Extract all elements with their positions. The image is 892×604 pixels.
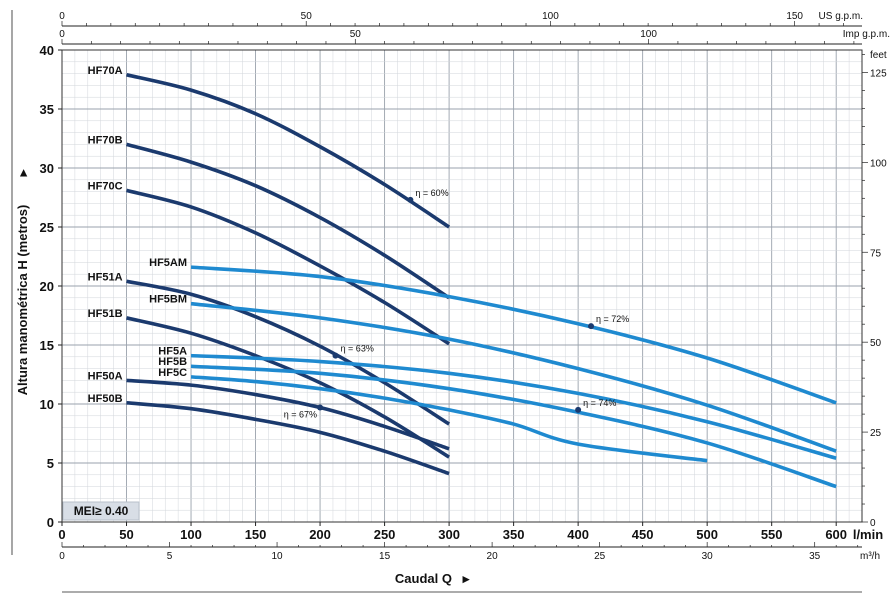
m3h-tick-label: 0 (59, 551, 65, 562)
series-label-hf5c: HF5C (158, 367, 187, 379)
usgpm-tick-label: 0 (59, 11, 65, 22)
series-label-hf70b: HF70B (88, 134, 123, 146)
series-curve-hf70b (126, 142, 451, 300)
x-tick-label: 450 (632, 527, 654, 542)
efficiency-label: η = 72% (596, 314, 629, 324)
impgpm-tick-label: 0 (59, 29, 65, 40)
x-tick-label: 300 (438, 527, 460, 542)
series-label-hf50b: HF50B (88, 393, 123, 405)
x-unit-label: l/min (853, 527, 883, 542)
axes-layer: 0 50 100 150 200 250 300 350 400 450 500 550 600 l/mi… (11, 10, 890, 593)
series-label-hf5bm: HF5BM (149, 294, 187, 306)
label-layer: HF70A HF70B HF70C HF51A HF51B HF50A HF50B HF5AM… (88, 65, 630, 420)
feet-tick-label: 50 (870, 338, 882, 349)
series-curve-hf5c (190, 375, 708, 463)
usgpm-tick-label: 50 (301, 11, 313, 22)
x-axis-title: Caudal Q ▸ (395, 571, 471, 586)
m3h-tick-label: 15 (379, 551, 391, 562)
series-curve-hf50a (126, 378, 450, 451)
x-tick-label: 350 (503, 527, 525, 542)
m3h-tick-label: 35 (809, 551, 821, 562)
series-label-hf5am: HF5AM (149, 257, 187, 269)
y-axis-title-text: Altura manométrica H (metros) (15, 205, 30, 396)
series-curve-hf70a (126, 73, 451, 229)
feet-tick-label: 0 (870, 518, 876, 529)
efficiency-dot (588, 323, 595, 330)
series-layer (126, 73, 837, 489)
series-label-hf51a: HF51A (88, 271, 123, 283)
series-curve-hf5am (190, 265, 837, 405)
feet-tick-label: 125 (870, 68, 887, 79)
series-label-hf70c: HF70C (88, 180, 123, 192)
impgpm-tick-label: 50 (350, 29, 362, 40)
series-label-hf51b: HF51B (88, 308, 123, 320)
series-label-hf50a: HF50A (88, 370, 123, 382)
feet-tick-label: 25 (870, 428, 882, 439)
impgpm-unit-label: Imp g.p.m. (843, 29, 890, 40)
y-tick-label: 40 (40, 43, 54, 58)
usgpm-tick-label: 100 (542, 11, 559, 22)
efficiency-label: η = 60% (415, 188, 448, 198)
mei-badge: MEI≥ 0.40 (62, 501, 140, 521)
series-curve-hf50b (126, 401, 450, 476)
efficiency-dot (317, 404, 324, 411)
efficiency-dot (575, 406, 582, 413)
mei-badge-text: MEI≥ 0.40 (74, 504, 129, 518)
impgpm-tick-label: 100 (640, 29, 657, 40)
x-tick-label: 250 (374, 527, 396, 542)
feet-unit-label: feet (870, 50, 887, 61)
y-tick-label: 15 (40, 338, 54, 353)
series-curve-hf51a (126, 279, 451, 426)
series-label-hf5a: HF5A (158, 346, 187, 358)
usgpm-tick-label: 150 (786, 11, 803, 22)
series-label-hf5b: HF5B (158, 356, 187, 368)
m3h-tick-label: 5 (167, 551, 173, 562)
m3h-unit-label: m³/h (860, 551, 880, 562)
series-curve-hf51b (126, 316, 451, 459)
series-curve-hf70c (126, 188, 451, 346)
m3h-tick-label: 10 (271, 551, 283, 562)
efficiency-dot (332, 352, 339, 359)
m3h-tick-label: 20 (487, 551, 499, 562)
y-tick-label: 0 (47, 515, 54, 530)
feet-tick-label: 100 (870, 158, 887, 169)
x-tick-label: 500 (696, 527, 718, 542)
efficiency-label: η = 67% (284, 410, 317, 420)
feet-tick-label: 75 (870, 248, 882, 259)
y-axis-arrow: ▸ (15, 168, 30, 177)
x-tick-label: 150 (245, 527, 267, 542)
y-tick-label: 35 (40, 102, 54, 117)
x-axis-title-text: Caudal Q (395, 571, 452, 586)
efficiency-label: η = 63% (341, 344, 374, 354)
y-tick-label: 5 (47, 456, 54, 471)
x-tick-label: 400 (567, 527, 589, 542)
series-curve-hf5bm (190, 301, 837, 453)
series-curve-hf5b (190, 364, 837, 489)
m3h-tick-label: 25 (594, 551, 606, 562)
usgpm-unit-label: US g.p.m. (819, 11, 863, 22)
efficiency-dot (407, 196, 414, 203)
x-tick-label: 200 (309, 527, 331, 542)
x-tick-label: 600 (825, 527, 847, 542)
y-tick-label: 20 (40, 279, 54, 294)
mei-badge-box (62, 501, 140, 521)
efficiency-label: η = 74% (583, 398, 616, 408)
series-label-hf70a: HF70A (88, 65, 123, 77)
x-tick-label: 0 (58, 527, 65, 542)
y-tick-label: 25 (40, 220, 54, 235)
x-tick-label: 100 (180, 527, 202, 542)
m3h-tick-label: 30 (702, 551, 714, 562)
y-axis-title: Altura manométrica H (metros) ▸ (15, 168, 30, 395)
x-tick-label: 50 (119, 527, 133, 542)
y-tick-label: 10 (40, 397, 54, 412)
x-tick-label: 550 (761, 527, 783, 542)
x-axis-arrow: ▸ (462, 571, 471, 586)
y-tick-label: 30 (40, 161, 54, 176)
series-curve-hf5a (190, 353, 837, 461)
grid-layer (61, 49, 863, 523)
